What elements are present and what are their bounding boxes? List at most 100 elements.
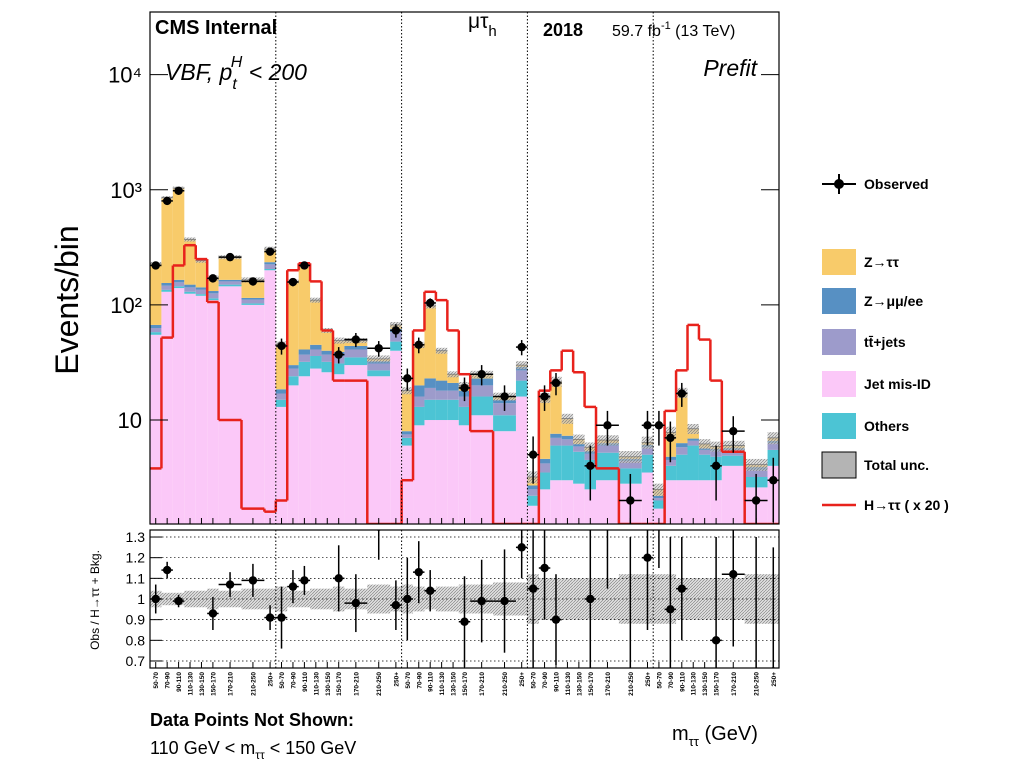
ratio-point [300,576,309,585]
ratio-unc-band [298,590,311,608]
unc-band [687,423,699,435]
stack-segment [161,291,173,524]
stack-segment [344,349,368,358]
stack-segment [264,264,276,270]
observed-point [391,326,401,335]
stack-segment [287,281,299,366]
ratio-point [425,586,435,595]
ratio-point [403,594,412,604]
stack-segment [207,298,219,301]
stack-segment [424,399,436,421]
stack-segment [447,382,459,391]
x-tick-label: 170-210 [731,672,738,696]
stack-segment [150,327,162,333]
category-sub: t [232,76,237,93]
x-tick-label: 210-250 [250,672,257,696]
ratio-tick-label: 0.7 [126,653,146,669]
observed-point [643,421,652,430]
unc-band [618,451,642,464]
stack-segment [207,277,219,292]
ratio-point [551,615,561,624]
y-tick-label: 10² [110,293,142,318]
category-rest: < 200 [242,59,307,85]
stack-segment [241,304,265,524]
ratio-unc-band [310,588,322,610]
stack-segment [561,480,574,524]
ratio-unc-band [698,578,711,620]
note-rest: < 150 GeV [265,738,357,758]
stack-segment [584,489,597,524]
stack-segment [195,287,208,290]
stack-segment [287,385,299,524]
x-tick-label: 250+ [771,672,778,687]
stack-segment [344,365,368,524]
stack-segment [676,392,688,444]
y-axis-label: Events/bin [49,225,85,374]
x-axis-label: mττ (GeV) [672,723,758,749]
x-tick-label: 110-130 [565,672,572,696]
x-tick-label: 130-150 [325,672,332,696]
unc-band [367,355,391,363]
legend-swatch [822,288,856,314]
unc-band [515,361,528,370]
stack-segment [172,288,185,524]
observed-point [729,426,738,436]
stack-segment [264,269,276,271]
y-tick-label: 10 [118,408,142,433]
stack-segment [401,434,414,438]
x-tick-label: 250+ [268,672,275,687]
stack-segment [424,420,436,524]
ratio-unc-band [447,586,459,612]
stack-segment [401,390,414,432]
stack-segment [447,390,459,400]
stack-segment [676,454,688,481]
ratio-tick-label: 1.2 [126,550,146,566]
observed-point [374,344,383,353]
observed-point [208,274,218,283]
ratio-point [666,605,675,614]
stack-segment [241,297,265,300]
stack-segment [195,295,208,524]
stack-segment [310,344,322,350]
stack-segment [275,389,288,394]
stack-segment [264,270,276,524]
x-tick-label: 170-210 [228,672,235,696]
axes: 0.7 0.8 0.9 1 1.1 1.2 1.3 10 10² 10³ 10⁴ 50-70 70-90… [108,63,779,696]
stack-segment [332,363,345,375]
observed-point [351,335,361,344]
stack-segment [641,454,654,473]
unc-band [698,439,711,450]
observed-point [425,298,435,308]
stack-segment [332,340,345,352]
stack-segment [573,443,585,447]
observed-point [403,374,412,383]
legend-label: Others [864,418,909,434]
stack-segment [218,257,242,280]
stack-segment [161,285,173,290]
stack-segment [561,445,574,481]
ratio-point [643,553,652,562]
ratio-tick-label: 1.1 [126,570,146,586]
stack-segment [161,289,173,292]
stack-segment [561,418,574,436]
stack-segment [218,286,242,524]
stack-segment [470,385,494,397]
stack-segment [435,420,448,524]
stack-segment [287,368,299,377]
ratio-point [288,582,298,591]
ratio-point [528,584,538,593]
stack-segment [275,406,288,524]
legend-swatch [821,451,857,479]
observed-point [500,392,509,401]
stack-segment [458,396,471,407]
y-tick-label: 10³ [110,178,142,203]
legend-label: H→ττ ( x 20 ) [864,497,949,513]
stack-segment [447,374,459,383]
x-tick-label: 130-150 [451,672,458,696]
stack-segment [550,445,562,481]
ratio-point [162,565,172,575]
channel-base: μτ [468,10,489,33]
unc-band [435,347,448,354]
